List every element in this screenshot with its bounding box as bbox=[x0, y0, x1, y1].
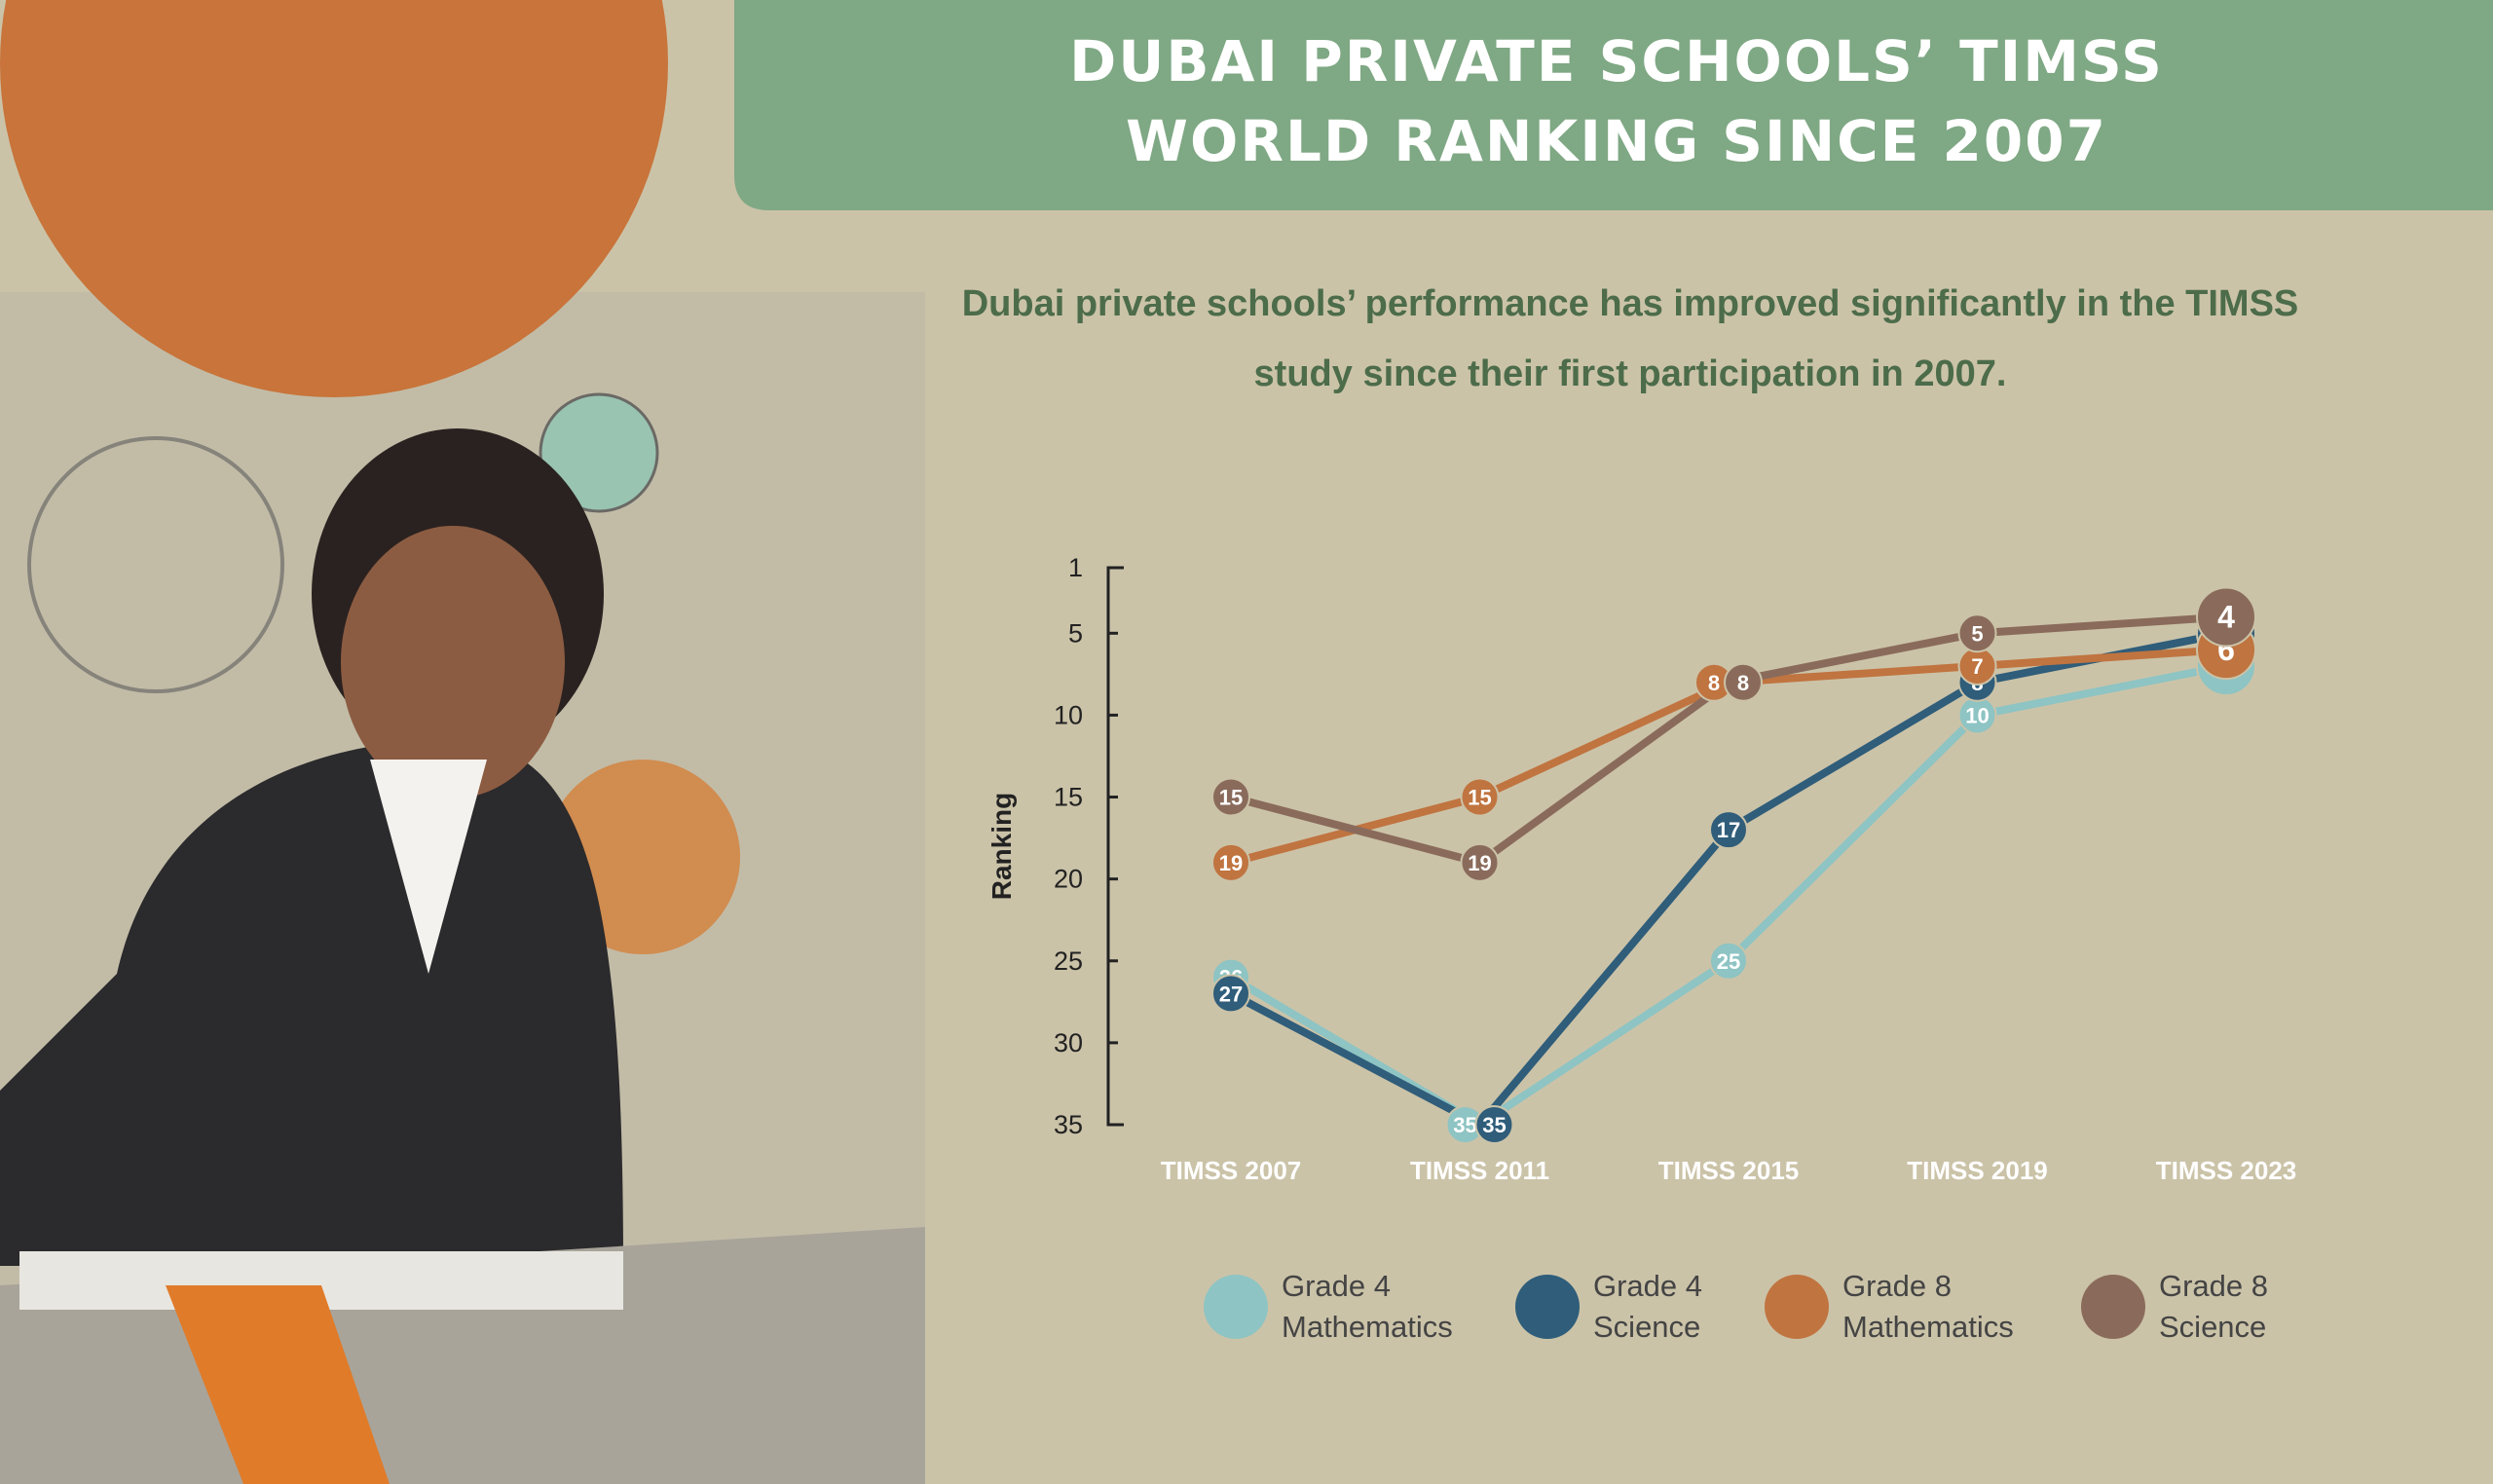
title: DUBAI PRIVATE SCHOOLS’ TIMSS WORLD RANKI… bbox=[1069, 28, 2164, 174]
point bbox=[1957, 613, 1997, 653]
series-line bbox=[1228, 662, 2227, 1129]
legend-item: Grade 8 Mathematics bbox=[1765, 1266, 2037, 1348]
legend-item: Grade 4 Mathematics bbox=[1204, 1266, 1476, 1348]
legend-swatch bbox=[1765, 1275, 1829, 1339]
title-banner bbox=[734, 0, 2493, 210]
value-label: 35 bbox=[1453, 1113, 1476, 1137]
value-label: 15 bbox=[1219, 786, 1243, 810]
x-tick-label: TIMSS 2023 bbox=[2156, 1156, 2297, 1185]
value-label: 17 bbox=[1717, 818, 1740, 842]
point bbox=[1211, 842, 1250, 882]
value-label: 4 bbox=[2217, 599, 2235, 634]
point bbox=[2196, 586, 2256, 648]
value-label: 35 bbox=[1482, 1113, 1506, 1137]
y-tick-label: 20 bbox=[1054, 865, 1083, 894]
point bbox=[1460, 777, 1500, 817]
legend-label: Grade 4 Science bbox=[1593, 1269, 1703, 1344]
value-label: 25 bbox=[1717, 949, 1740, 974]
point bbox=[1709, 810, 1748, 850]
x-tick-label: TIMSS 2011 bbox=[1410, 1156, 1549, 1185]
legend-swatch bbox=[1515, 1275, 1580, 1339]
legend-item: Grade 4 Science bbox=[1515, 1266, 1788, 1348]
y-tick-label: 30 bbox=[1054, 1028, 1083, 1057]
y-tick-label: 35 bbox=[1054, 1110, 1083, 1139]
teal-globe bbox=[539, 392, 659, 513]
point bbox=[1460, 842, 1500, 882]
y-tick-label: 1 bbox=[1068, 553, 1083, 582]
point bbox=[1211, 974, 1250, 1014]
photo-illustration bbox=[0, 0, 925, 1484]
legend-label: Grade 8 Science bbox=[2159, 1269, 2269, 1344]
y-axis-label: Ranking bbox=[986, 793, 1017, 900]
legend-swatch bbox=[2081, 1275, 2145, 1339]
student-body bbox=[0, 740, 623, 1266]
series-line bbox=[1229, 629, 2227, 1129]
orange-paper bbox=[166, 1285, 390, 1484]
y-tick-label: 15 bbox=[1054, 783, 1083, 812]
value-label: 15 bbox=[1468, 786, 1491, 810]
value-label: 27 bbox=[1219, 982, 1243, 1006]
y-tick-label: 5 bbox=[1068, 618, 1083, 648]
value-label: 19 bbox=[1219, 851, 1243, 875]
value-label: 10 bbox=[1965, 703, 1989, 727]
orange-circle bbox=[0, 0, 668, 397]
y-tick-label: 10 bbox=[1054, 700, 1083, 729]
x-tick-label: TIMSS 2007 bbox=[1161, 1156, 1302, 1185]
student-face bbox=[341, 526, 565, 798]
value-label: 8 bbox=[1708, 671, 1720, 695]
point bbox=[1724, 662, 1763, 702]
point bbox=[1211, 777, 1250, 817]
globe bbox=[27, 436, 284, 693]
y-tick-label: 25 bbox=[1054, 946, 1083, 976]
point bbox=[1709, 941, 1748, 981]
value-label: 8 bbox=[1737, 671, 1749, 695]
value-label: 19 bbox=[1468, 851, 1491, 875]
value-label: 7 bbox=[1971, 654, 1983, 679]
legend-label: Grade 4 Mathematics bbox=[1282, 1269, 1453, 1344]
student-collar bbox=[370, 760, 487, 974]
legend-label: Grade 8 Mathematics bbox=[1842, 1269, 2014, 1344]
point bbox=[1474, 1105, 1514, 1144]
value-label: 5 bbox=[1971, 621, 1983, 646]
x-tick-label: TIMSS 2019 bbox=[1907, 1156, 2048, 1185]
y-axis bbox=[1106, 566, 1124, 1127]
legend-swatch bbox=[1204, 1275, 1268, 1339]
legend-item: Grade 8 Science bbox=[2081, 1266, 2354, 1348]
x-tick-label: TIMSS 2015 bbox=[1658, 1156, 1800, 1185]
subtitle: Dubai private schools’ performance has i… bbox=[961, 283, 2299, 394]
